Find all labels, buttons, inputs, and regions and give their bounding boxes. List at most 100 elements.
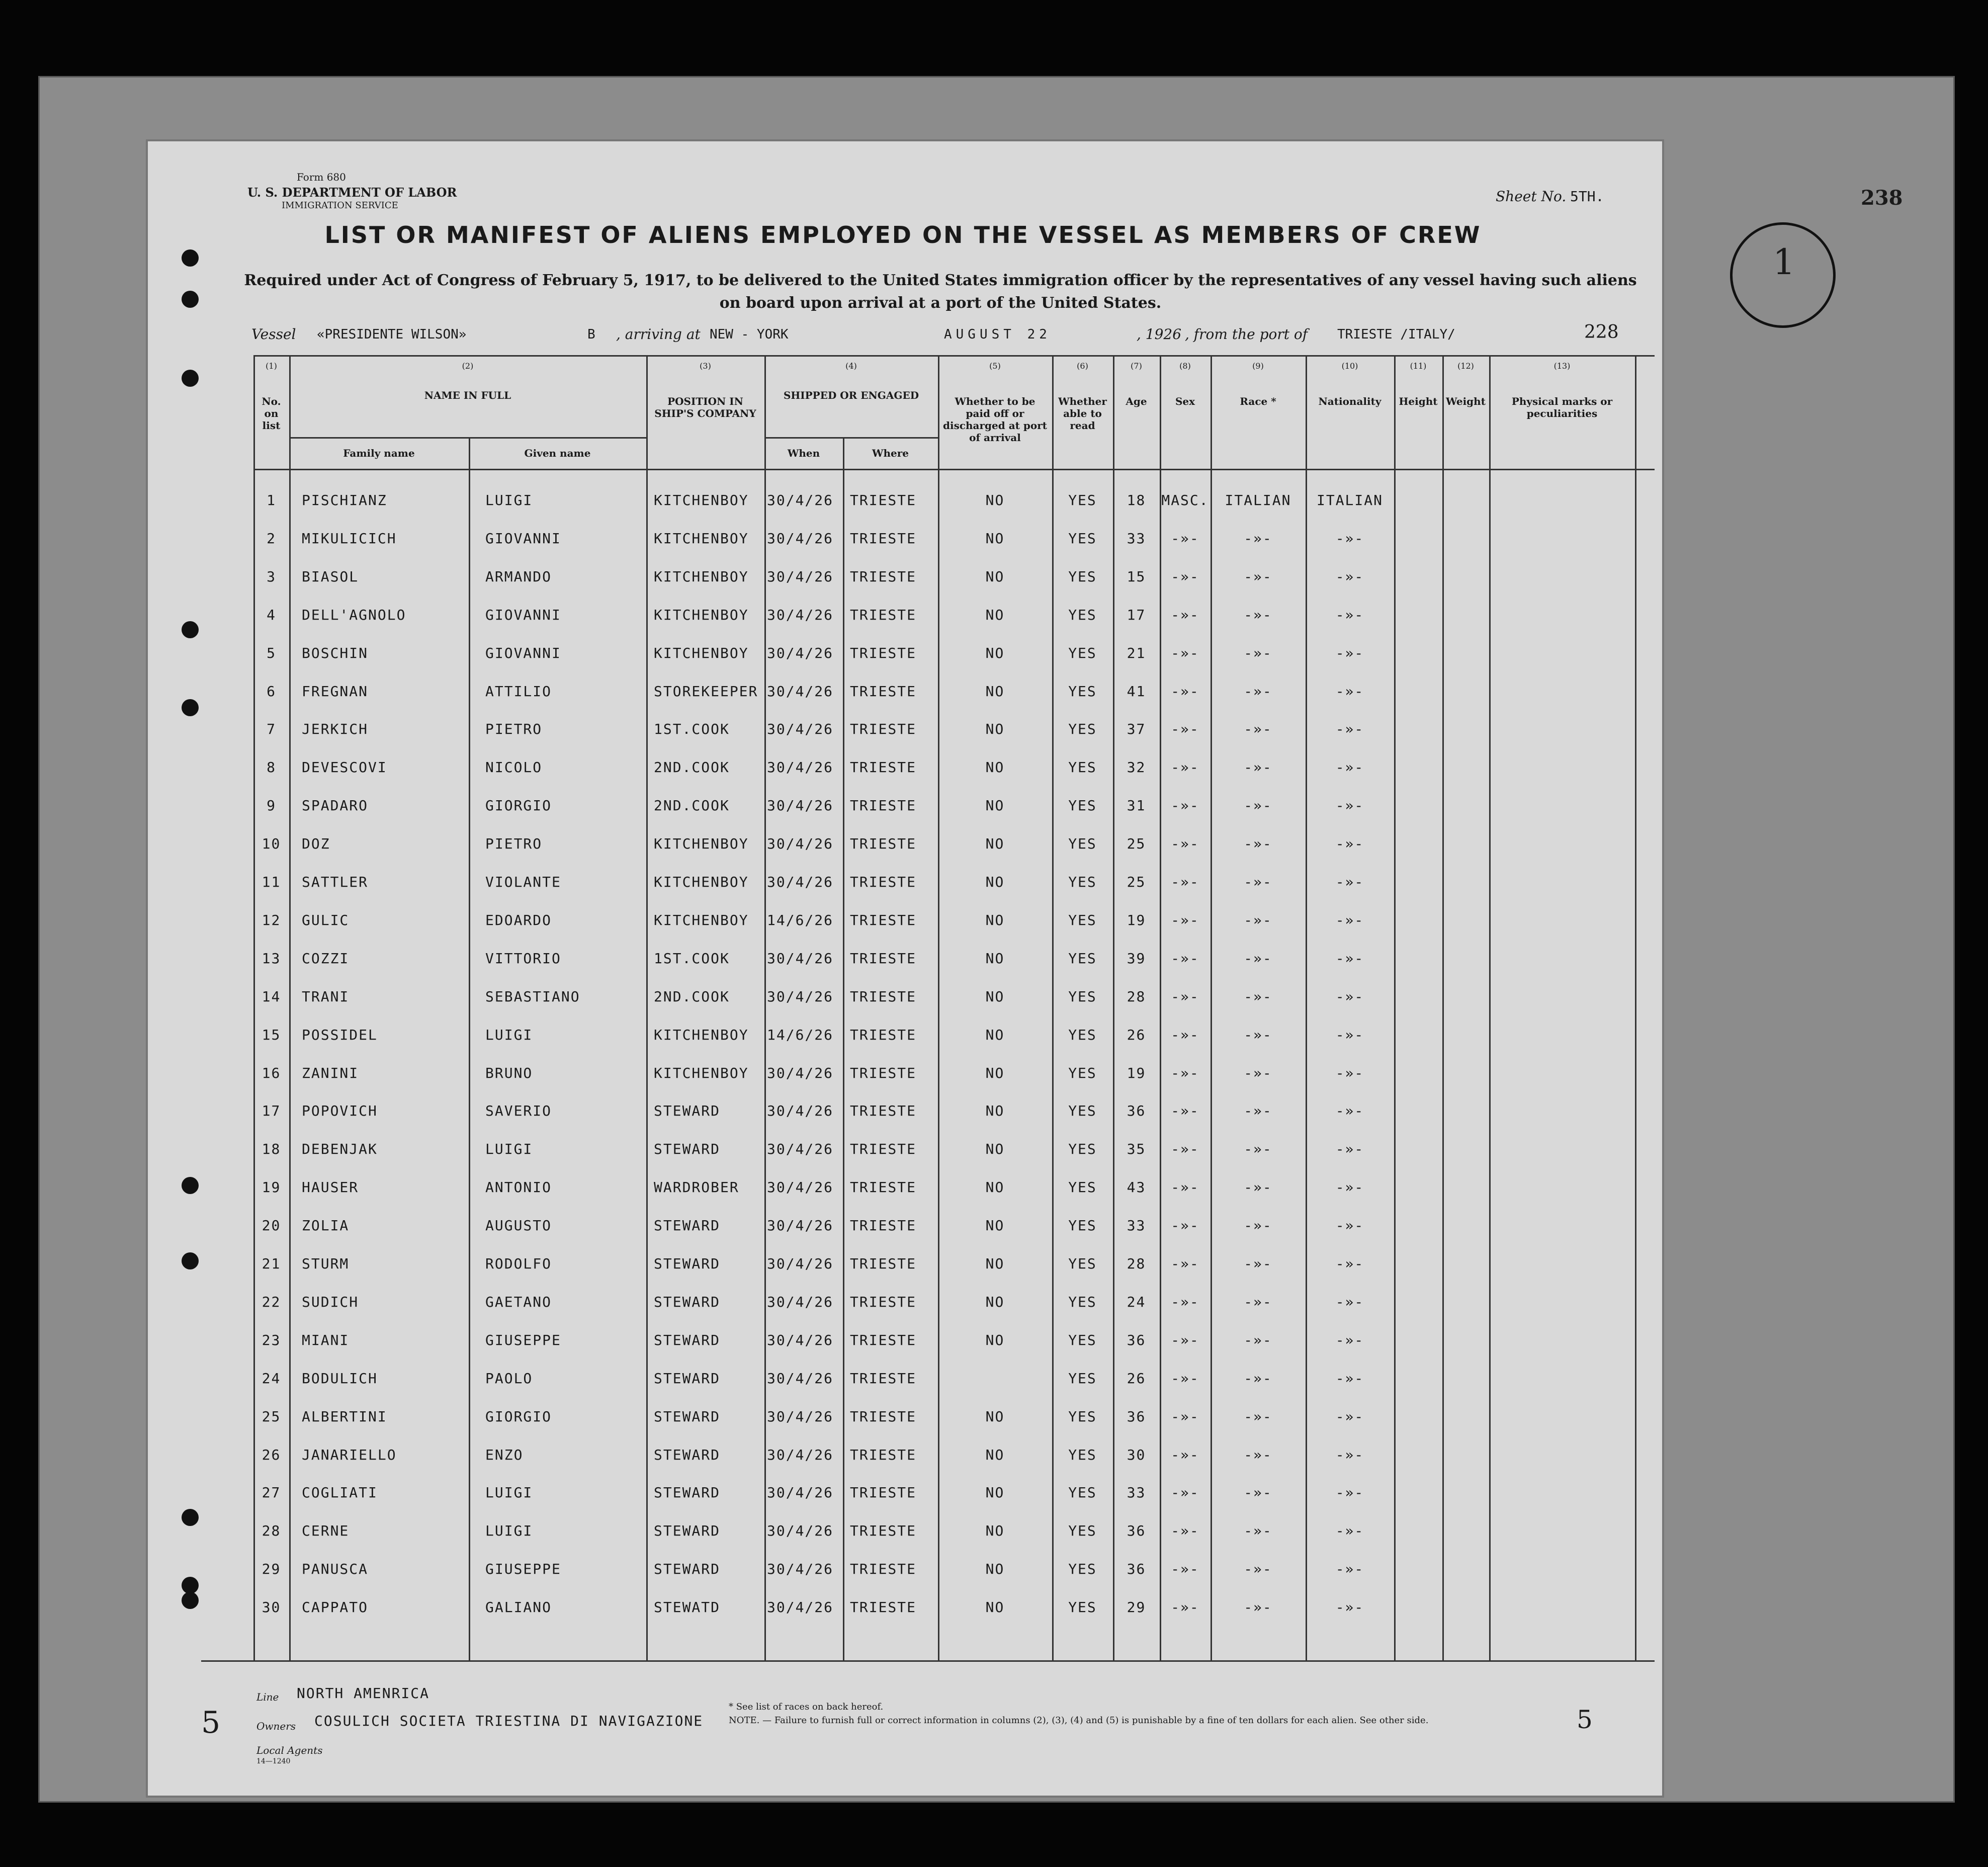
able-to-read: YES (1068, 1522, 1097, 1540)
column-label: No. on list (262, 395, 281, 432)
paid-off: NO (985, 1141, 1005, 1158)
nationality: ITALIAN (1316, 492, 1383, 508)
column-number: (9) (1252, 361, 1264, 371)
label: Owners (256, 1720, 296, 1732)
sex: -»- (1171, 1255, 1199, 1272)
shipped-when: 30/4/26 (767, 492, 834, 508)
manifest-sheet (146, 139, 1664, 1798)
given-name: GIUSEPPE (485, 1331, 561, 1348)
punch-hole (182, 1509, 199, 1526)
given-name: GIOVANNI (485, 644, 561, 661)
age: 33 (1127, 530, 1146, 547)
list-number: 11 (262, 874, 281, 890)
list-number: 22 (262, 1293, 281, 1310)
family-name: JERKICH (302, 721, 369, 738)
manifest-number: 228 (1584, 322, 1619, 343)
family-name: COZZI (302, 950, 350, 967)
column-label: Whether able to read (1058, 395, 1107, 432)
race: -»- (1244, 1599, 1272, 1616)
shipped-when: 30/4/26 (767, 1141, 834, 1158)
shipped-where: TRIESTE (850, 683, 917, 700)
line: NORTH AMENRICA (297, 1685, 430, 1702)
paid-off: NO (985, 1293, 1005, 1310)
able-to-read: YES (1068, 1141, 1097, 1158)
given-name: LUIGI (485, 1141, 533, 1158)
able-to-read: YES (1068, 1255, 1097, 1272)
row-rule (201, 1660, 1655, 1662)
shipped-when: 30/4/26 (767, 1599, 834, 1616)
column-number: (2) (462, 361, 474, 371)
departure-port: TRIESTE /ITALY/ (1337, 327, 1455, 342)
race: -»- (1244, 835, 1272, 853)
family-name: SUDICH (302, 1293, 359, 1310)
list-number: 19 (262, 1179, 281, 1196)
race: -»- (1244, 1446, 1272, 1463)
given-name: AUGUSTO (485, 1217, 552, 1234)
paid-off: NO (985, 1026, 1005, 1043)
shipped-where: TRIESTE (850, 1293, 917, 1310)
age: 35 (1127, 1141, 1146, 1158)
shipped-when: 30/4/26 (767, 1102, 834, 1120)
age: 28 (1127, 1255, 1146, 1272)
position: STEWATD (654, 1599, 721, 1616)
shipped-where: TRIESTE (850, 1102, 917, 1120)
paid-off: NO (985, 606, 1005, 623)
able-to-read: YES (1068, 950, 1097, 967)
family-name: BOSCHIN (302, 644, 369, 661)
family-name: CAPPATO (302, 1599, 369, 1616)
age: 36 (1127, 1408, 1146, 1425)
paid-off: NO (985, 797, 1005, 814)
title: LIST OR MANIFEST OF ALIENS EMPLOYED ON T… (324, 221, 1482, 248)
age: 31 (1127, 797, 1146, 814)
able-to-read: YES (1068, 1561, 1097, 1578)
race: -»- (1244, 988, 1272, 1005)
column-rule (1306, 355, 1307, 1660)
able-to-read: YES (1068, 606, 1097, 623)
shipped-where: TRIESTE (850, 1255, 917, 1272)
given-name: BRUNO (485, 1064, 533, 1081)
position: STEWARD (654, 1293, 721, 1310)
column-number: (8) (1179, 361, 1191, 371)
punch-hole (182, 1592, 199, 1609)
able-to-read: YES (1068, 1408, 1097, 1425)
label: Local Agents (256, 1744, 323, 1756)
nationality: -»- (1335, 797, 1364, 814)
list-number: 12 (262, 911, 281, 928)
sex: -»- (1171, 1522, 1199, 1540)
sex: -»- (1171, 606, 1199, 623)
nationality: -»- (1335, 1331, 1364, 1348)
column-rule (1211, 355, 1212, 1660)
given-name: ATTILIO (485, 683, 552, 700)
given-name: NICOLO (485, 759, 543, 776)
age: 15 (1127, 568, 1146, 585)
column-number: (1) (266, 361, 277, 371)
family-name: DEVESCOVI (302, 759, 387, 776)
able-to-read: YES (1068, 644, 1097, 661)
column-rule (764, 355, 766, 1660)
shipped-where: TRIESTE (850, 1217, 917, 1234)
nationality: -»- (1335, 1102, 1364, 1120)
list-number: 18 (262, 1141, 281, 1158)
nationality: -»- (1335, 606, 1364, 623)
list-number: 8 (267, 759, 276, 776)
shipped-when: 30/4/26 (767, 606, 834, 623)
sex: -»- (1171, 1599, 1199, 1616)
race: -»- (1244, 1331, 1272, 1348)
arrival-port: NEW - YORK (710, 327, 789, 342)
nationality: -»- (1335, 683, 1364, 700)
shipped-where: TRIESTE (850, 874, 917, 890)
nationality: -»- (1335, 1064, 1364, 1081)
paid-off: NO (985, 988, 1005, 1005)
family-name: POPOVICH (302, 1102, 378, 1120)
age: 30 (1127, 1446, 1146, 1463)
family-name: PISCHIANZ (302, 492, 387, 508)
family-name: ZOLIA (302, 1217, 350, 1234)
circle (1730, 222, 1836, 328)
given-name: ENZO (485, 1446, 524, 1463)
shipped-where: TRIESTE (850, 1179, 917, 1196)
position: STEWARD (654, 1141, 721, 1158)
column-rule (938, 355, 939, 1660)
list-number: 1 (267, 492, 276, 508)
shipped-where: TRIESTE (850, 606, 917, 623)
